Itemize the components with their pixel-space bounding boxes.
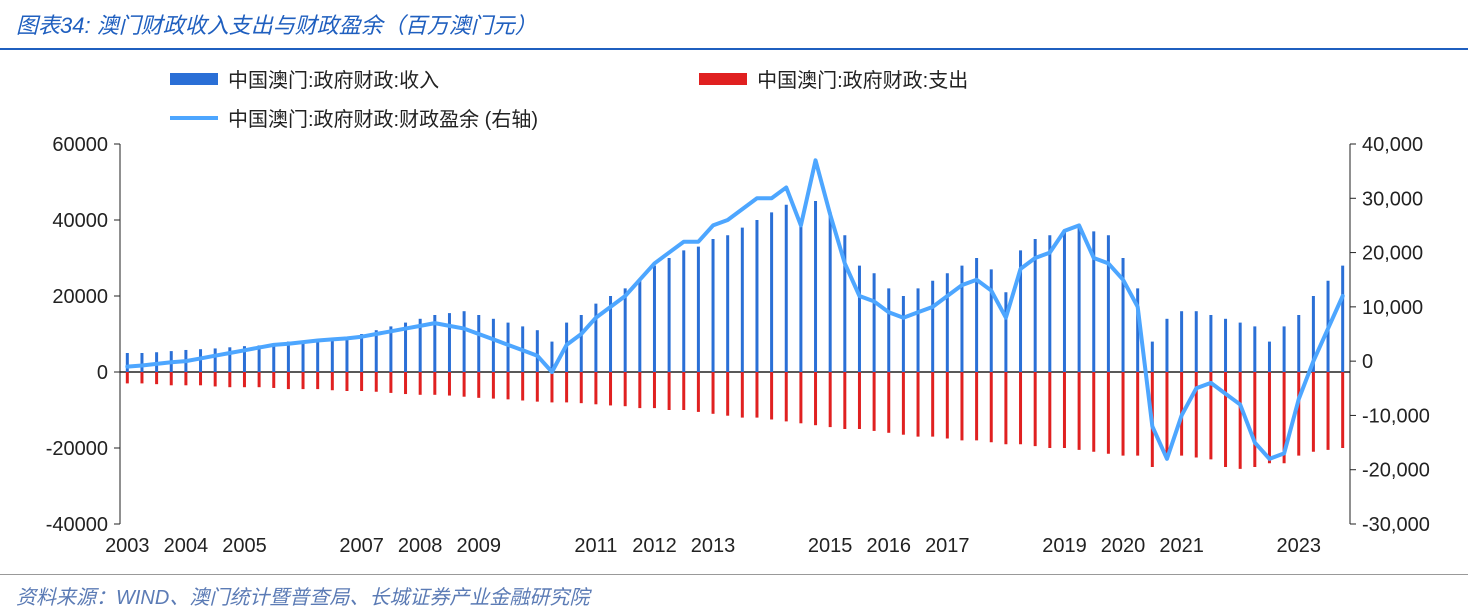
legend-expenditure-swatch bbox=[699, 73, 747, 85]
legend-expenditure-label: 中国澳门:政府财政:支出 bbox=[757, 64, 968, 93]
svg-text:2009: 2009 bbox=[457, 535, 502, 557]
svg-text:40,000: 40,000 bbox=[1362, 134, 1423, 156]
chart-source: 资料来源：WIND、澳门统计暨普查局、长城证券产业金融研究院 bbox=[0, 574, 1468, 616]
svg-text:20,000: 20,000 bbox=[1362, 243, 1423, 265]
svg-text:2015: 2015 bbox=[808, 535, 853, 557]
svg-text:0: 0 bbox=[1362, 351, 1373, 373]
svg-text:2016: 2016 bbox=[867, 535, 912, 557]
svg-text:0: 0 bbox=[97, 362, 108, 384]
svg-text:2021: 2021 bbox=[1159, 535, 1204, 557]
svg-text:2023: 2023 bbox=[1277, 535, 1322, 557]
legend: 中国澳门:政府财政:收入 中国澳门:政府财政:支出 中国澳门:政府财政:财政盈余… bbox=[170, 64, 1368, 132]
svg-text:2017: 2017 bbox=[925, 535, 970, 557]
chart-svg: -40000 -20000 0 20000 40000 60000 -30,000 -20,0… bbox=[0, 54, 1468, 574]
svg-text:-10,000: -10,000 bbox=[1362, 405, 1430, 427]
chart-container: 中国澳门:政府财政:收入 中国澳门:政府财政:支出 中国澳门:政府财政:财政盈余… bbox=[0, 54, 1468, 574]
svg-text:2005: 2005 bbox=[222, 535, 267, 557]
legend-revenue-swatch bbox=[170, 73, 218, 85]
svg-text:30,000: 30,000 bbox=[1362, 188, 1423, 210]
legend-surplus-swatch bbox=[170, 116, 218, 120]
svg-text:2019: 2019 bbox=[1042, 535, 1087, 557]
svg-text:2004: 2004 bbox=[164, 535, 209, 557]
svg-text:60000: 60000 bbox=[52, 134, 108, 156]
svg-text:10,000: 10,000 bbox=[1362, 297, 1423, 319]
svg-text:2003: 2003 bbox=[105, 535, 150, 557]
svg-text:2020: 2020 bbox=[1101, 535, 1146, 557]
svg-text:-40000: -40000 bbox=[46, 514, 108, 536]
svg-text:2007: 2007 bbox=[339, 535, 384, 557]
svg-text:20000: 20000 bbox=[52, 286, 108, 308]
legend-expenditure: 中国澳门:政府财政:支出 bbox=[699, 64, 968, 93]
legend-surplus: 中国澳门:政府财政:财政盈余 (右轴) bbox=[170, 103, 1368, 132]
svg-text:2008: 2008 bbox=[398, 535, 443, 557]
svg-text:2013: 2013 bbox=[691, 535, 736, 557]
legend-surplus-label: 中国澳门:政府财政:财政盈余 (右轴) bbox=[228, 103, 538, 132]
svg-text:-30,000: -30,000 bbox=[1362, 514, 1430, 536]
svg-text:40000: 40000 bbox=[52, 210, 108, 232]
legend-revenue: 中国澳门:政府财政:收入 bbox=[170, 64, 439, 93]
svg-text:2012: 2012 bbox=[632, 535, 677, 557]
svg-text:-20000: -20000 bbox=[46, 438, 108, 460]
chart-title: 图表34: 澳门财政收入支出与财政盈余（百万澳门元） bbox=[0, 0, 1468, 50]
svg-text:-20,000: -20,000 bbox=[1362, 460, 1430, 482]
legend-revenue-label: 中国澳门:政府财政:收入 bbox=[228, 64, 439, 93]
svg-text:2011: 2011 bbox=[574, 535, 617, 557]
